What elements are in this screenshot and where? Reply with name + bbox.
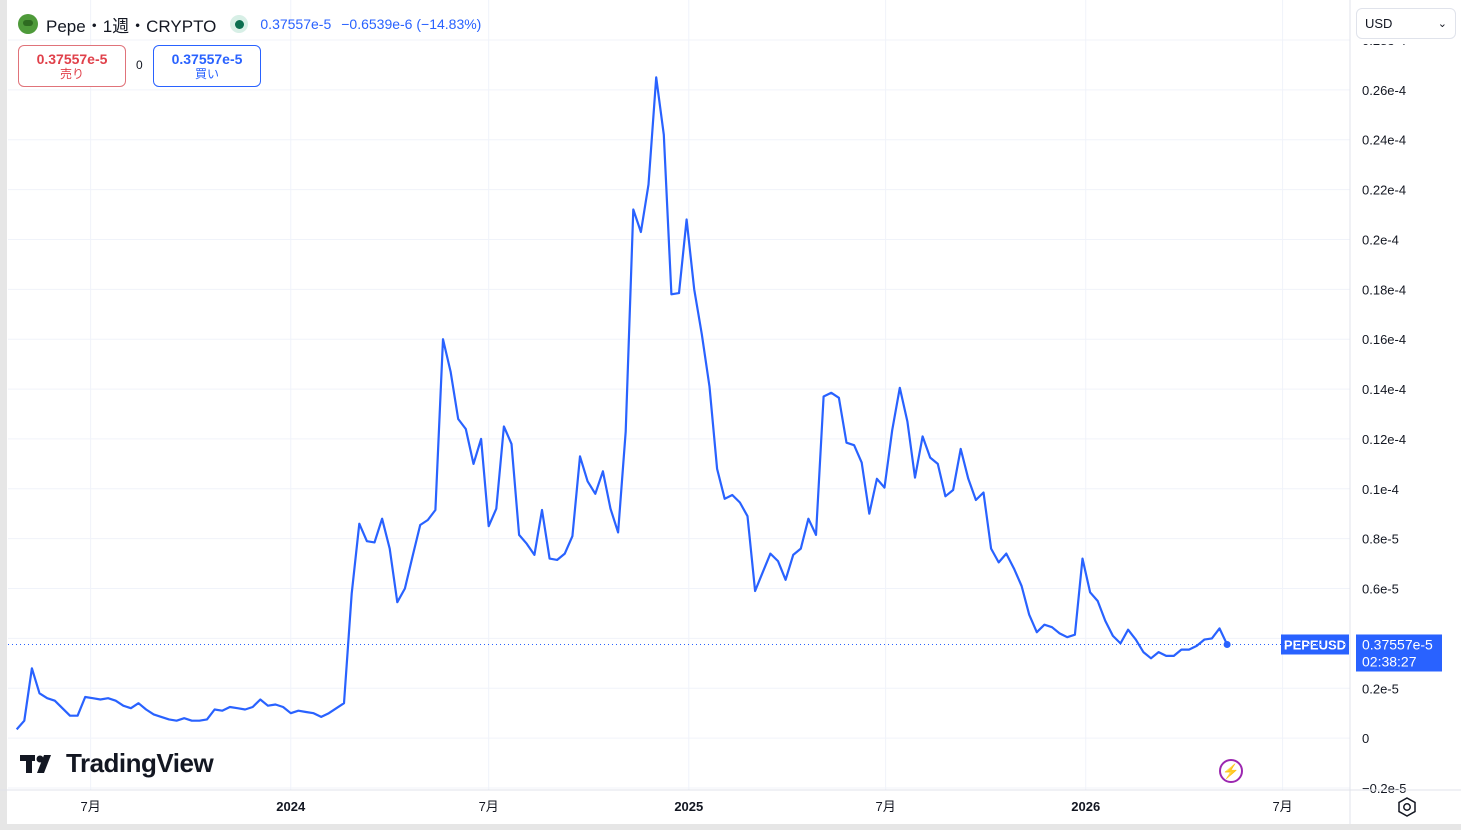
price-tag-countdown: 02:38:27 — [1362, 653, 1417, 669]
sell-label: 売り — [59, 67, 84, 81]
price-tag — [1356, 634, 1442, 672]
y-tick-label: 0.6e-5 — [1362, 582, 1399, 597]
y-tick-label: 0.14e-4 — [1362, 382, 1406, 397]
bottom-border — [0, 824, 1461, 830]
y-tick-label: 0.2e-5 — [1362, 681, 1399, 696]
tradingview-logo-icon — [20, 754, 51, 773]
buy-label: 買い — [194, 67, 219, 81]
grid-lines — [8, 0, 1350, 790]
x-tick-label: 2025 — [674, 799, 703, 814]
x-tick-label: 2026 — [1071, 799, 1100, 814]
x-tick-label: 2024 — [276, 799, 306, 814]
y-tick-label: 0.26e-4 — [1362, 83, 1406, 98]
y-tick-label: 0 — [1362, 731, 1369, 746]
tradingview-watermark[interactable]: TradingView — [20, 748, 214, 779]
tradingview-wordmark: TradingView — [66, 748, 214, 778]
pepe-logo-icon — [18, 14, 38, 34]
currency-value: USD — [1365, 16, 1393, 31]
x-tick-label: 7月 — [876, 799, 896, 814]
sell-button[interactable]: 0.37557e-5 売り — [18, 45, 126, 87]
y-tick-label: −0.2e-5 — [1362, 781, 1406, 796]
y-tick-label: 0.22e-4 — [1362, 183, 1406, 198]
x-tick-label: 7月 — [479, 799, 499, 814]
symbol-tag-label: PEPEUSD — [1284, 637, 1346, 652]
spread-value: 0 — [136, 58, 143, 72]
currency-select[interactable]: USD ⌄ — [1356, 8, 1456, 39]
sell-price: 0.37557e-5 — [36, 51, 108, 67]
y-tick-label: 0.8e-5 — [1362, 532, 1399, 547]
y-tick-label: 0.1e-4 — [1362, 482, 1399, 497]
price-change: −0.6539e-6 (−14.83%) — [341, 16, 482, 32]
x-tick-label: 7月 — [81, 799, 101, 814]
symbol-tag — [1281, 634, 1349, 655]
price-series — [8, 76, 1350, 731]
x-tick-label: 7月 — [1272, 799, 1292, 814]
gear-icon[interactable] — [1396, 796, 1418, 818]
chevron-down-icon: ⌄ — [1437, 18, 1447, 30]
left-border — [0, 0, 7, 830]
y-tick-label: 0.24e-4 — [1362, 133, 1406, 148]
buy-price: 0.37557e-5 — [171, 51, 243, 67]
price-line[interactable] — [15, 76, 1229, 731]
symbol-title[interactable]: Pepe・1週・CRYPTO — [46, 16, 217, 36]
y-tick-label: 0.2e-4 — [1362, 232, 1399, 247]
last-price-dot — [1223, 640, 1231, 648]
last-price: 0.37557e-5 — [260, 16, 332, 32]
price-tag-value: 0.37557e-5 — [1362, 636, 1433, 652]
symbol-legend[interactable]: Pepe・1週・CRYPTO 0.37557e-5 −0.6539e-6 (−1… — [18, 12, 481, 36]
y-tick-label: 0.12e-4 — [1362, 432, 1406, 447]
y-tick-label: 0.18e-4 — [1362, 282, 1406, 297]
market-status-icon[interactable] — [230, 15, 249, 33]
y-tick-label: 0.16e-4 — [1362, 332, 1406, 347]
buy-button[interactable]: 0.37557e-5 買い — [153, 45, 261, 87]
lightning-icon[interactable]: ⚡ — [1219, 759, 1243, 783]
